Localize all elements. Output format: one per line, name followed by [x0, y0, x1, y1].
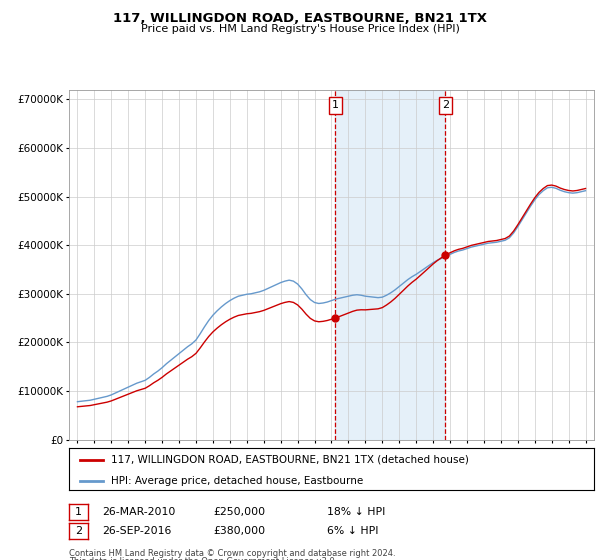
Text: 1: 1 — [75, 507, 82, 517]
Text: This data is licensed under the Open Government Licence v3.0.: This data is licensed under the Open Gov… — [69, 557, 337, 560]
Text: 26-SEP-2016: 26-SEP-2016 — [102, 526, 172, 536]
Bar — [335, 90, 445, 440]
Text: HPI: Average price, detached house, Eastbourne: HPI: Average price, detached house, East… — [111, 476, 363, 486]
Text: 6% ↓ HPI: 6% ↓ HPI — [327, 526, 379, 536]
Text: 2: 2 — [442, 100, 449, 110]
Text: 117, WILLINGDON ROAD, EASTBOURNE, BN21 1TX (detached house): 117, WILLINGDON ROAD, EASTBOURNE, BN21 1… — [111, 455, 469, 465]
Text: £380,000: £380,000 — [213, 526, 265, 536]
Text: 117, WILLINGDON ROAD, EASTBOURNE, BN21 1TX: 117, WILLINGDON ROAD, EASTBOURNE, BN21 1… — [113, 12, 487, 25]
Text: Contains HM Land Registry data © Crown copyright and database right 2024.: Contains HM Land Registry data © Crown c… — [69, 549, 395, 558]
Text: £250,000: £250,000 — [213, 507, 265, 517]
Text: 26-MAR-2010: 26-MAR-2010 — [102, 507, 175, 517]
Text: 18% ↓ HPI: 18% ↓ HPI — [327, 507, 385, 517]
Text: Price paid vs. HM Land Registry's House Price Index (HPI): Price paid vs. HM Land Registry's House … — [140, 24, 460, 34]
Text: 1: 1 — [332, 100, 339, 110]
Text: 2: 2 — [75, 526, 82, 536]
